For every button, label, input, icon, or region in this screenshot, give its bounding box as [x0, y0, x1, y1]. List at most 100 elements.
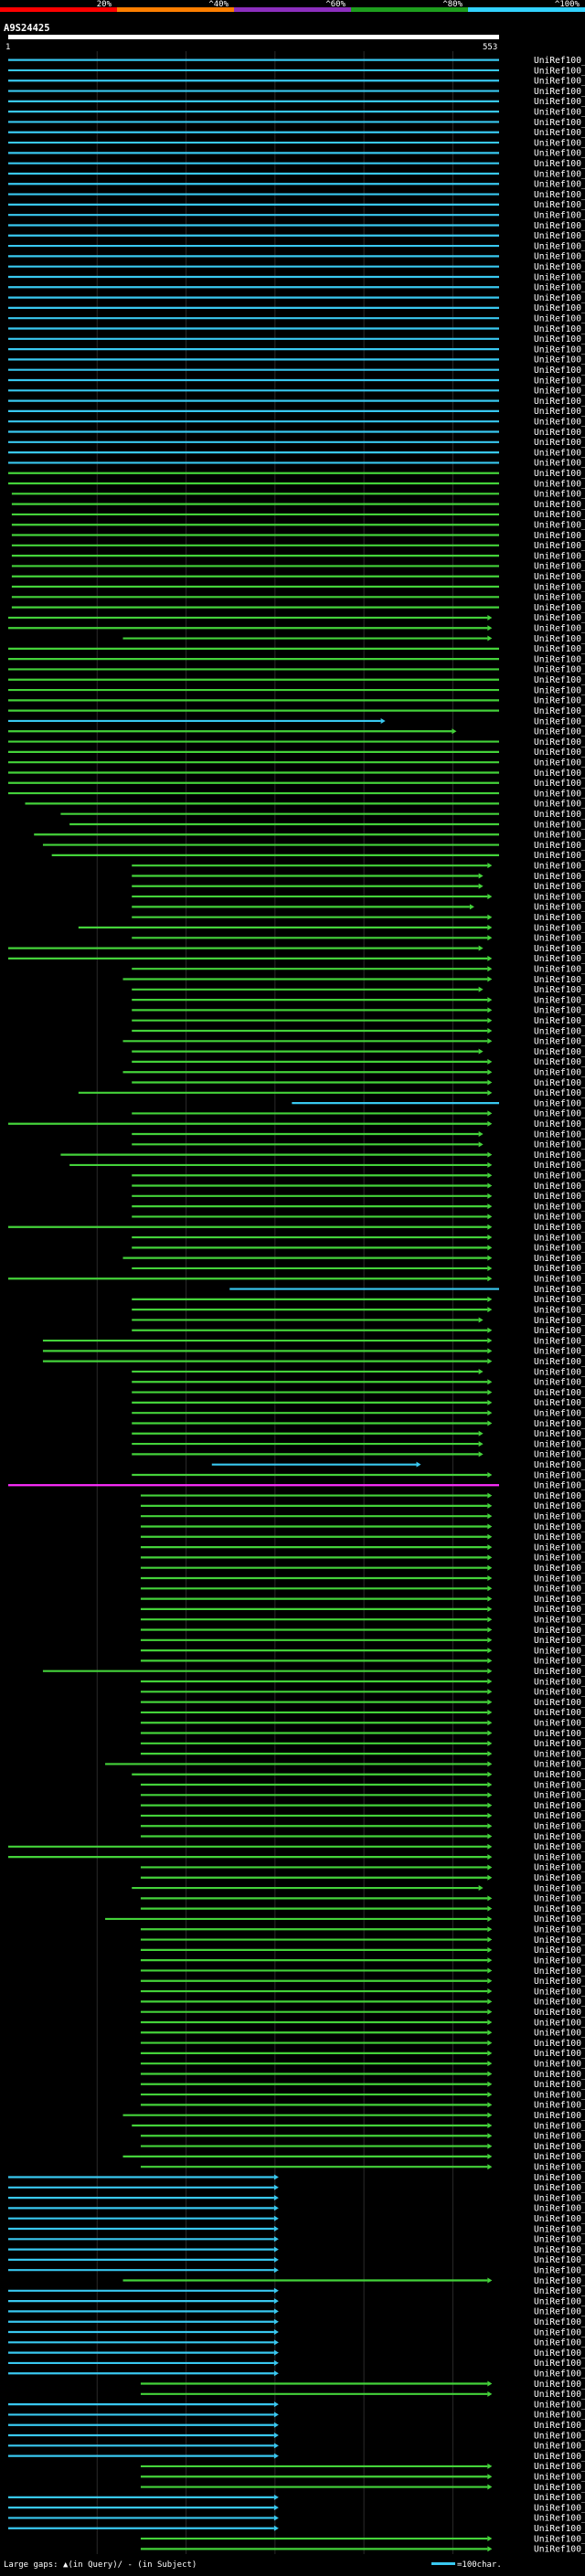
- hit-end-arrow: [487, 1151, 493, 1158]
- hit-end-arrow: [487, 625, 493, 631]
- hit-end-arrow: [487, 1255, 493, 1261]
- hit-end-arrow: [478, 1131, 484, 1138]
- hit-label: UniRef100_B7Z7L3: [534, 1336, 585, 1346]
- hit-label: UniRef100_P83686: [534, 1254, 585, 1264]
- hit-end-arrow: [487, 1410, 493, 1416]
- hit-label: UniRef100_A5CX07: [534, 303, 585, 313]
- hit-label: UniRef100_B4MAH9: [534, 1904, 585, 1914]
- query-title: A9S24425: [4, 23, 50, 34]
- hit-end-arrow: [478, 1141, 484, 1148]
- hit-label: UniRef100_UP1000...: [534, 1511, 585, 1521]
- hit-label: UniRef100_Q42497: [534, 758, 585, 768]
- hit-label: UniRef100_B5U1D5: [534, 2411, 585, 2421]
- hit-end-arrow: [487, 1637, 493, 1643]
- hit-label: UniRef100_UP1000...: [534, 1925, 585, 1935]
- hit-label: UniRef100_P39864: [534, 2080, 585, 2090]
- hit-label: UniRef100_UP1000...: [534, 1223, 585, 1233]
- hit-end-arrow: [487, 1967, 493, 1974]
- hit-end-arrow: [273, 2318, 279, 2325]
- hit-label: UniRef100_Q6ZC33: [534, 521, 585, 531]
- hit-label: UniRef100_B4PFQ1: [534, 1408, 585, 1418]
- hit-end-arrow: [273, 2505, 279, 2511]
- hit-end-arrow: [487, 2040, 493, 2046]
- hit-end-arrow: [487, 1606, 493, 1612]
- hit-end-arrow: [273, 2215, 279, 2221]
- hit-end-arrow: [487, 1720, 493, 1726]
- hit-label: UniRef100_C4WYP0: [534, 1719, 585, 1729]
- hit-label: UniRef100_B5U163: [534, 2369, 585, 2380]
- hit-label: UniRef100_B3PAU7: [534, 1574, 585, 1584]
- hit-label: UniRef100_B3M667: [534, 2483, 585, 2493]
- hit-end-arrow: [487, 1730, 493, 1736]
- hit-label: UniRef100_B5U1A3: [534, 2348, 585, 2359]
- hit-label: UniRef100_B5U1D3: [534, 2296, 585, 2306]
- hit-label: UniRef100_Q7QHD5: [534, 985, 585, 995]
- hit-label: UniRef100_Q0LT14: [534, 283, 585, 293]
- hit-end-arrow: [487, 614, 493, 620]
- hit-end-arrow: [487, 1648, 493, 1654]
- hit-label: UniRef100_Q24390: [534, 200, 585, 210]
- hit-label: UniRef100_B3DLY4: [534, 1068, 585, 1078]
- hit-label: UniRef100_B8AJ60: [534, 593, 585, 603]
- hit-end-arrow: [487, 1792, 493, 1798]
- hit-end-arrow: [487, 2050, 493, 2056]
- hit-label: UniRef100_B5U1D6: [534, 2400, 585, 2410]
- hit-label: UniRef100_B5U1E7: [534, 2514, 585, 2524]
- hit-end-arrow: [487, 1668, 493, 1674]
- hit-label: UniRef100_Q0VXE3: [534, 1501, 585, 1511]
- hit-label: UniRef100_Q33AW6: [534, 613, 585, 623]
- hit-label: UniRef100_UP1000...: [534, 1119, 585, 1129]
- identity-scale-label: ^60%: [325, 0, 346, 9]
- hit-label: UniRef100_B5XEF8: [534, 1667, 585, 1677]
- hit-label: UniRef100_Q8W7L4: [534, 469, 585, 479]
- hit-label: UniRef100_Q86F15: [534, 2473, 585, 2483]
- hit-label: UniRef100_UP1000...: [534, 2152, 585, 2162]
- hit-label: UniRef100_B8BB17: [534, 706, 585, 716]
- hit-label: UniRef100_B4L5C1: [534, 1811, 585, 1821]
- hit-label: UniRef100_B7Q908: [534, 1244, 585, 1254]
- hit-label: UniRef100_Q29DW4: [534, 1894, 585, 1904]
- hit-end-arrow: [487, 1182, 493, 1189]
- hit-label: UniRef100_P36871: [534, 1275, 585, 1285]
- hit-end-arrow: [487, 1471, 493, 1478]
- hit-label: UniRef100_Q16JT1: [534, 1129, 585, 1140]
- identity-scale-segment: [468, 7, 585, 12]
- hit-end-arrow: [487, 1492, 493, 1499]
- hit-label: UniRef100_B1HHF3: [534, 1491, 585, 1501]
- hit-end-arrow: [487, 1110, 493, 1117]
- hit-label: UniRef100_Q4B930: [534, 324, 585, 334]
- hit-end-arrow: [487, 2092, 493, 2098]
- hit-end-arrow: [487, 924, 493, 930]
- hit-label: UniRef100_B5U171: [534, 2503, 585, 2513]
- hit-label: UniRef100_P17569: [534, 334, 585, 345]
- hit-label: UniRef100_B5U185: [534, 2359, 585, 2369]
- hit-end-arrow: [487, 1296, 493, 1302]
- hit-label: UniRef100_Q5SYR0: [534, 313, 585, 323]
- scale-bar-legend: =100char.: [457, 2560, 502, 2570]
- hit-label: UniRef100_P39868: [534, 118, 585, 128]
- hit-label: UniRef100_Q5EB81: [534, 1749, 585, 1759]
- hit-label: UniRef100_UP1000...: [534, 954, 585, 964]
- hit-label: UniRef100_B4N493: [534, 1688, 585, 1698]
- hit-end-arrow: [487, 1544, 493, 1551]
- hit-label: UniRef100_B9DHJ3: [534, 128, 585, 138]
- hit-label: UniRef100_B3RLU5: [534, 810, 585, 820]
- hit-end-arrow: [273, 2298, 279, 2305]
- hit-label: UniRef100_O16822: [534, 2121, 585, 2131]
- hit-end-arrow: [487, 1161, 493, 1168]
- hit-end-arrow: [487, 1823, 493, 1829]
- hit-label: UniRef100_UP1000...: [534, 2029, 585, 2039]
- hit-end-arrow: [487, 1420, 493, 1426]
- hit-label: UniRef100_A9S9L0: [534, 769, 585, 779]
- hit-end-arrow: [273, 2267, 279, 2274]
- hit-label: UniRef100_P00307: [534, 1347, 585, 1357]
- hit-label: UniRef100_UP1000...: [534, 1698, 585, 1708]
- hit-end-arrow: [273, 2494, 279, 2500]
- hit-label: UniRef100_P27967: [534, 551, 585, 561]
- hit-label: UniRef100_C1BR00: [534, 1935, 585, 1945]
- hit-label: UniRef100_UP1000...: [534, 1182, 585, 1192]
- hit-end-arrow: [487, 935, 493, 941]
- hit-label: UniRef100_Q6AYI2: [534, 2059, 585, 2069]
- hit-end-arrow: [478, 1430, 484, 1436]
- hit-label: UniRef100_C3KNK3-2: [534, 2039, 585, 2049]
